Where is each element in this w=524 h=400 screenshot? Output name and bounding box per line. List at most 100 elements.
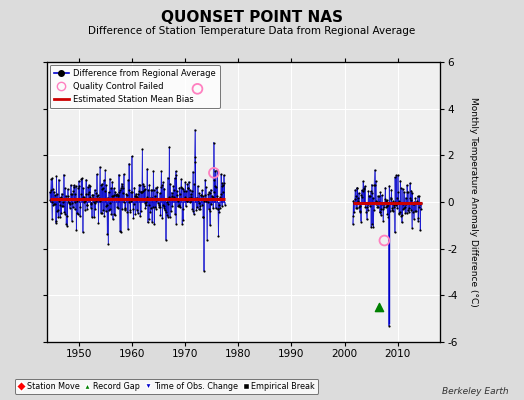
Point — [384, 202, 392, 208]
Point — [96, 210, 105, 216]
Point — [82, 176, 90, 183]
Point — [375, 198, 383, 205]
Point — [170, 194, 178, 200]
Point — [398, 212, 406, 218]
Point — [50, 201, 59, 208]
Point — [101, 167, 110, 174]
Point — [90, 198, 98, 205]
Point — [149, 204, 157, 210]
Legend: Station Move, Record Gap, Time of Obs. Change, Empirical Break: Station Move, Record Gap, Time of Obs. C… — [15, 378, 318, 394]
Point — [137, 189, 146, 195]
Point — [213, 167, 221, 174]
Point — [72, 227, 81, 233]
Point — [125, 187, 134, 194]
Point — [182, 198, 191, 204]
Point — [138, 189, 146, 195]
Point — [63, 186, 72, 192]
Point — [54, 214, 62, 220]
Point — [138, 188, 147, 194]
Point — [353, 184, 362, 191]
Point — [69, 204, 77, 210]
Point — [71, 199, 79, 206]
Point — [214, 232, 223, 239]
Point — [405, 205, 413, 211]
Point — [167, 189, 176, 196]
Point — [370, 182, 378, 188]
Point — [218, 203, 226, 209]
Point — [134, 191, 143, 197]
Point — [110, 211, 118, 218]
Point — [107, 192, 116, 199]
Point — [53, 207, 62, 213]
Point — [186, 199, 194, 206]
Point — [110, 192, 118, 198]
Point — [358, 188, 367, 194]
Point — [360, 185, 368, 191]
Point — [416, 200, 424, 207]
Point — [103, 202, 111, 208]
Point — [124, 199, 133, 205]
Point — [99, 185, 107, 192]
Point — [131, 211, 139, 218]
Point — [358, 187, 366, 193]
Point — [154, 196, 162, 202]
Point — [156, 204, 164, 210]
Point — [101, 208, 110, 214]
Point — [100, 213, 108, 220]
Point — [106, 205, 114, 212]
Point — [390, 202, 398, 208]
Point — [135, 182, 144, 188]
Point — [357, 192, 366, 198]
Point — [411, 207, 419, 214]
Point — [50, 188, 58, 195]
Point — [396, 209, 404, 216]
Point — [371, 182, 379, 188]
Point — [168, 203, 177, 210]
Point — [109, 193, 117, 199]
Point — [405, 209, 413, 215]
Point — [83, 202, 92, 208]
Point — [364, 201, 372, 207]
Point — [53, 191, 61, 198]
Point — [104, 189, 113, 196]
Point — [400, 204, 409, 210]
Point — [381, 198, 390, 204]
Point — [417, 206, 425, 212]
Point — [127, 189, 135, 196]
Point — [73, 211, 82, 217]
Point — [403, 182, 411, 188]
Point — [141, 186, 149, 192]
Point — [395, 210, 403, 216]
Point — [106, 200, 115, 206]
Point — [188, 188, 196, 194]
Point — [380, 237, 389, 244]
Point — [166, 214, 174, 220]
Y-axis label: Monthly Temperature Anomaly Difference (°C): Monthly Temperature Anomaly Difference (… — [468, 97, 477, 307]
Point — [170, 187, 178, 193]
Point — [84, 182, 93, 188]
Point — [188, 206, 196, 212]
Point — [83, 206, 91, 212]
Point — [119, 171, 128, 177]
Point — [351, 186, 359, 193]
Point — [407, 206, 415, 213]
Point — [171, 168, 180, 174]
Point — [169, 194, 177, 201]
Point — [160, 202, 168, 209]
Point — [412, 200, 420, 206]
Point — [84, 184, 92, 190]
Point — [66, 204, 74, 211]
Point — [391, 198, 400, 205]
Point — [209, 194, 217, 200]
Point — [355, 208, 364, 215]
Point — [122, 191, 130, 197]
Point — [126, 209, 135, 216]
Point — [81, 191, 90, 197]
Point — [56, 194, 64, 201]
Point — [198, 192, 206, 199]
Point — [138, 146, 147, 152]
Point — [217, 183, 226, 190]
Point — [373, 203, 381, 210]
Point — [383, 202, 391, 209]
Point — [148, 219, 156, 225]
